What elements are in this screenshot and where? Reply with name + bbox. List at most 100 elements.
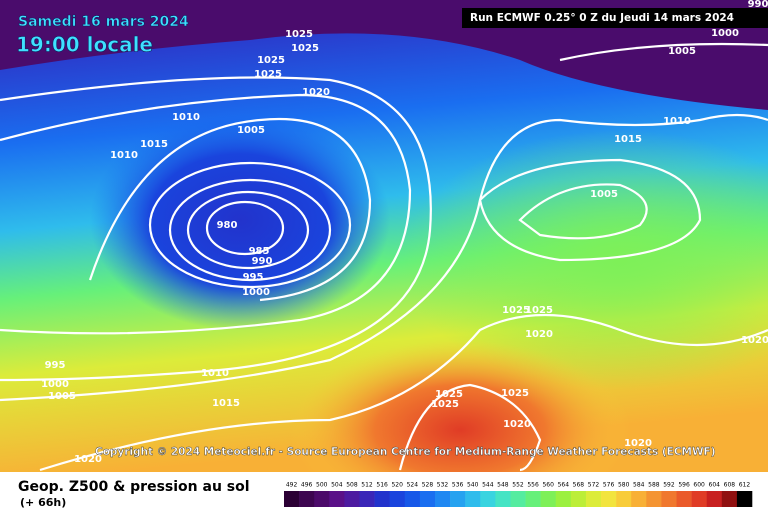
isobar-label: 1000	[41, 379, 69, 390]
colorbar-cell	[299, 491, 315, 507]
colorbar-cell	[570, 491, 587, 507]
colorbar-label: 540	[467, 482, 479, 489]
colorbar-cell	[480, 491, 496, 507]
colorbar-label: 520	[391, 482, 403, 489]
colorbar-label: 592	[663, 482, 675, 489]
colorbar-cell	[616, 491, 632, 507]
colorbar-label: 508	[346, 482, 358, 489]
colorbar-cell	[691, 491, 708, 507]
isobar-label: 1005	[590, 189, 618, 200]
colorbar-label: 596	[678, 482, 690, 489]
colorbar-label: 556	[527, 482, 539, 489]
isobar-label: 1020	[741, 335, 768, 346]
colorbar-cell	[465, 491, 481, 507]
isobar-label: 1025	[291, 43, 319, 54]
isobar-label: 1005	[237, 125, 265, 136]
isobar-label: 1025	[254, 69, 282, 80]
isobar-label: 1025	[431, 399, 459, 410]
colorbar-label: 576	[603, 482, 615, 489]
colorbar-cell	[510, 491, 526, 507]
colorbar-label: 552	[512, 482, 524, 489]
colorbar-cell	[706, 491, 723, 507]
isobar-label: 985	[249, 246, 270, 257]
isobar-label: 1015	[614, 134, 642, 145]
isobar-label: 1010	[110, 150, 138, 161]
colorbar-cell	[404, 491, 421, 507]
isobar-label: 1025	[502, 305, 530, 316]
low-area	[90, 110, 390, 330]
colorbar-cell	[374, 491, 390, 507]
colorbar-cell	[495, 491, 511, 507]
isobar-label: 1025	[435, 389, 463, 400]
isobar-label: 1025	[501, 388, 529, 399]
colorbar-label: 564	[558, 482, 570, 489]
isobar-label: 1010	[172, 112, 200, 123]
isobar-label: 1000	[242, 287, 270, 298]
isobar-label: 990	[252, 256, 273, 267]
isobar-label: 1015	[212, 398, 240, 409]
isobar-label: 995	[45, 360, 66, 371]
colorbar-cell	[721, 491, 738, 507]
colorbar-label: 536	[452, 482, 464, 489]
colorbar-label: 492	[286, 482, 298, 489]
colorbar-cell	[389, 491, 406, 507]
isobar-label: 1020	[525, 329, 553, 340]
isobar-label: 980	[217, 220, 238, 231]
isobar-label: 1020	[302, 87, 330, 98]
footer-lead: (+ 66h)	[20, 496, 66, 509]
isobar-label: 1015	[140, 139, 168, 150]
isobar-label: 990	[748, 0, 768, 10]
colorbar-label: 496	[301, 482, 313, 489]
colorbar-cell	[736, 491, 753, 507]
isobar-label: 1000	[711, 28, 739, 39]
run-box	[462, 8, 768, 28]
colorbar-cell	[631, 491, 647, 507]
colorbar-cell	[525, 491, 541, 507]
colorbar-label: 532	[437, 482, 449, 489]
colorbar-cell	[419, 491, 436, 507]
colorbar-label: 524	[407, 482, 419, 489]
time: 19:00 locale	[16, 33, 153, 57]
colorbar-label: 504	[331, 482, 343, 489]
run-info: Run ECMWF 0.25° 0 Z du Jeudi 14 mars 202…	[470, 12, 734, 24]
colorbar-label: 560	[542, 482, 554, 489]
colorbar-label: 528	[422, 482, 434, 489]
isobar-label: 1025	[285, 29, 313, 40]
colorbar-cell	[585, 491, 602, 507]
colorbar-cell	[359, 491, 375, 507]
isobar-label: 1025	[257, 55, 285, 66]
colorbar-label: 512	[361, 482, 373, 489]
colorbar-label: 608	[724, 482, 736, 489]
colorbar-label: 584	[633, 482, 645, 489]
colorbar-label: 572	[588, 482, 600, 489]
isobar-label: 1020	[503, 419, 531, 430]
colorbar-label: 604	[709, 482, 721, 489]
colorbar-cell	[329, 491, 345, 507]
isobar-label: 1020	[624, 438, 652, 449]
colorbar-label: 580	[618, 482, 630, 489]
colorbar-cell	[540, 491, 557, 507]
colorbar-cell	[314, 491, 330, 507]
colorbar-cell	[555, 491, 572, 507]
isobar-label: 1020	[74, 454, 102, 465]
isobar-label: 995	[243, 272, 264, 283]
footer-title: Geop. Z500 & pression au sol	[18, 479, 250, 495]
colorbar-label: 612	[739, 482, 751, 489]
colorbar-label: 548	[497, 482, 509, 489]
colorbar-cell	[646, 491, 662, 507]
date: Samedi 16 mars 2024	[18, 14, 189, 30]
colorbar-label: 500	[316, 482, 328, 489]
colorbar-label: 600	[693, 482, 705, 489]
isobar-label: 1005	[48, 391, 76, 402]
colorbar-cell	[344, 491, 360, 507]
colorbar-cell	[676, 491, 692, 507]
colorbar-label: 516	[376, 482, 388, 489]
copyright: Copyright © 2024 Meteociel.fr - Source E…	[95, 446, 716, 458]
isobar-label: 1010	[663, 116, 691, 127]
colorbar-label: 544	[482, 482, 494, 489]
isobar-label: 1005	[668, 46, 696, 57]
colorbar-cell	[450, 491, 466, 507]
colorbar-cell	[284, 491, 300, 507]
colorbar-cell	[661, 491, 677, 507]
